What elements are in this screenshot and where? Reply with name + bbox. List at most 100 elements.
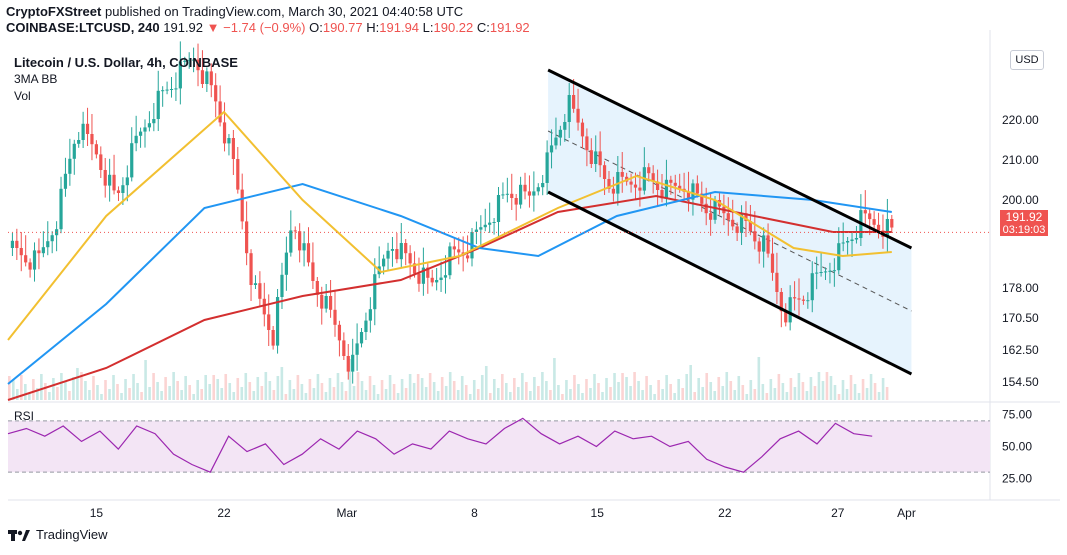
volume-bar (773, 388, 777, 400)
candle-body (510, 193, 514, 198)
volume-bar (28, 393, 31, 400)
volume-bar (348, 359, 352, 400)
volume-bar (817, 372, 821, 400)
time-tick-label: 22 (718, 506, 732, 520)
legend-indicator-vol[interactable]: Vol (14, 89, 31, 103)
volume-bar (448, 372, 452, 400)
candle-body (253, 283, 258, 285)
candle-body (302, 243, 306, 251)
volume-bar (701, 387, 705, 400)
candle-body (572, 95, 576, 109)
volume-bar (32, 379, 35, 400)
volume-bar (533, 377, 536, 400)
candle-body (382, 258, 386, 267)
volume-bar (116, 384, 119, 400)
volume-bar (336, 373, 340, 400)
volume-bar (521, 373, 524, 400)
volume-bar (797, 373, 801, 400)
volume-bar (613, 373, 616, 400)
candle-body (541, 183, 545, 188)
channel-upper-line (547, 68, 913, 250)
volume-bar (368, 376, 372, 400)
volume-bar (789, 378, 793, 400)
volume-bar (36, 388, 39, 400)
candle-body (183, 60, 187, 62)
volume-bar (669, 384, 672, 400)
candle-body (161, 90, 165, 92)
volume-bar (384, 389, 388, 400)
volume-bar (228, 383, 232, 400)
candle-body (390, 249, 395, 251)
candle-body (417, 273, 421, 284)
volume-bar (48, 392, 51, 400)
currency-button[interactable]: USD (1010, 50, 1044, 70)
candle-body (801, 299, 806, 301)
candle-body (779, 292, 783, 312)
candle-body (138, 131, 143, 136)
volume-bar (505, 383, 508, 400)
volume-bar (825, 372, 829, 400)
candle-body (134, 135, 138, 144)
price-tick-label: 220.00 (1002, 113, 1039, 127)
price-tick-label: 170.50 (1002, 311, 1039, 325)
candle-body (549, 145, 554, 153)
candle-body (492, 222, 496, 223)
volume-bar (8, 376, 11, 400)
candle-body (324, 296, 328, 309)
volume-bar (821, 381, 825, 400)
candle-body (271, 330, 275, 346)
volume-bar (749, 380, 753, 400)
volume-bar (152, 373, 155, 400)
volume-bar (460, 376, 464, 400)
candle-body (156, 90, 160, 119)
candle-body (342, 340, 346, 356)
volume-bar (100, 394, 103, 400)
candle-body (704, 203, 708, 214)
volume-bar (400, 379, 404, 400)
candle-body (187, 60, 191, 62)
volume-bar (757, 357, 761, 400)
volume-bar (52, 378, 55, 400)
high-value: 191.94 (379, 20, 420, 35)
candle-body (430, 277, 434, 283)
volume-bar (44, 383, 47, 400)
volume-bar (480, 375, 484, 400)
candle-body (452, 246, 456, 250)
volume-bar (553, 358, 556, 400)
volume-bar (452, 381, 456, 400)
candle-body (735, 226, 739, 233)
volume-bar (861, 379, 865, 400)
volume-bar (192, 394, 195, 400)
volume-series (8, 357, 889, 400)
candle-body (784, 311, 788, 323)
candle-body (112, 174, 116, 191)
volume-bar (809, 377, 813, 400)
volume-bar (484, 366, 488, 400)
volume-bar (717, 377, 721, 400)
volume-bar (268, 381, 272, 400)
candle-body (651, 173, 655, 182)
candle-body (691, 183, 695, 200)
candle-body (563, 122, 567, 130)
candle-body (607, 179, 611, 189)
volume-bar (124, 379, 127, 400)
candle-body (439, 277, 443, 280)
legend-indicator-ma[interactable]: 3MA BB (14, 72, 58, 86)
volume-bar (509, 392, 512, 400)
candle-body (876, 224, 881, 231)
volume-bar (853, 384, 857, 400)
candle-body (819, 272, 823, 273)
candle-body (514, 198, 518, 205)
rsi-tick-label: 25.00 (1002, 472, 1032, 486)
price-tick-label: 200.00 (1002, 193, 1039, 207)
candle-body (46, 241, 50, 248)
volume-bar (264, 372, 268, 400)
tradingview-logo[interactable]: TradingView (8, 527, 108, 542)
volume-bar (304, 393, 308, 400)
candle-body (465, 255, 470, 259)
candle-body (739, 213, 744, 233)
candle-body (231, 138, 235, 159)
volume-bar (765, 393, 769, 400)
ma-mid-line (7, 182, 892, 385)
